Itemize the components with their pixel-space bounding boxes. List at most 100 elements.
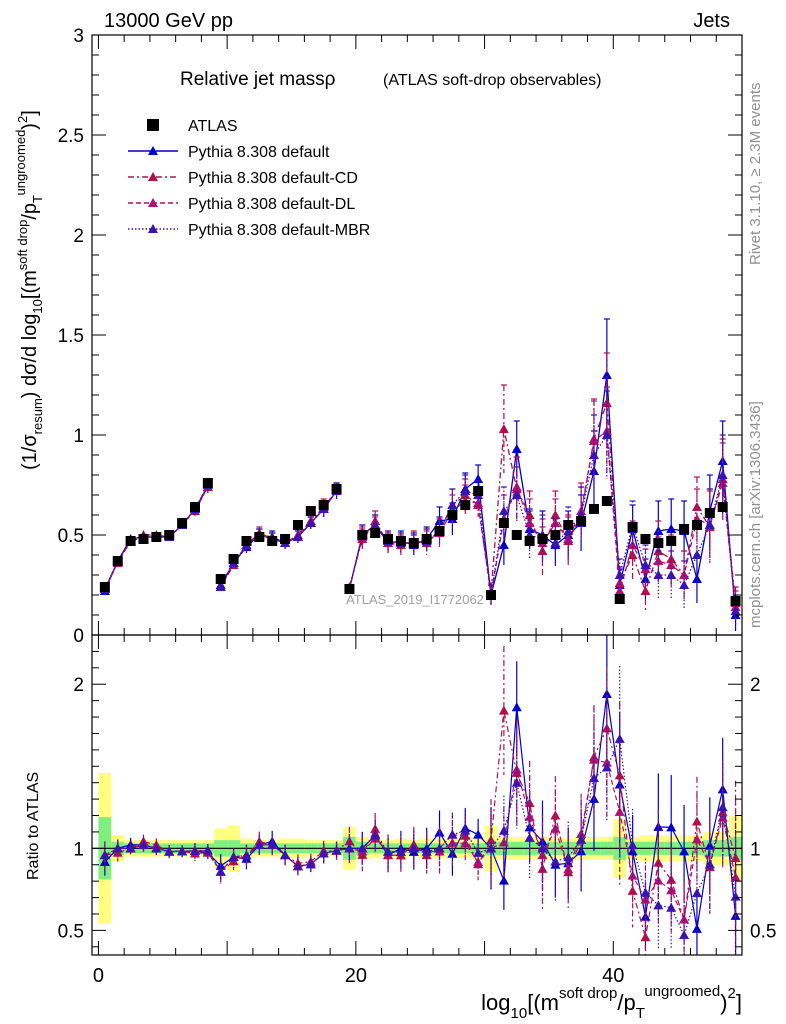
legend-entry-default: Pythia 8.308 default — [128, 144, 330, 161]
data-point-atlas — [576, 516, 587, 526]
y-label-part: resum — [30, 398, 45, 434]
data-point-atlas — [460, 500, 471, 510]
ratio-point-mbr — [138, 839, 149, 849]
ratio-point-default — [691, 923, 702, 933]
ratio-tick-label: 0.5 — [750, 921, 776, 942]
source-label: mcplots.cern.ch [arXiv:1306.3436] — [747, 401, 764, 628]
ratio-point-mbr — [254, 839, 265, 849]
y-label-part: [(m — [19, 270, 41, 299]
ratio-point-mbr — [498, 825, 509, 835]
x-axis-label: log10[(msoft drop/pTungroomed)2] — [481, 983, 742, 1022]
data-point-atlas — [588, 504, 599, 514]
data-point-atlas — [550, 530, 561, 540]
header-category: Jets — [693, 10, 730, 32]
ratio-panel-frame — [91, 634, 743, 956]
ratio-point-dl — [627, 870, 638, 880]
data-point-dl — [511, 482, 522, 491]
legend-marker — [147, 119, 159, 131]
ratio-point-mbr — [511, 777, 522, 787]
ratio-y-axis-label: Ratio to ATLAS — [25, 772, 42, 880]
data-point-mbr — [679, 580, 690, 589]
ratio-line-cd — [104, 710, 737, 938]
data-point-atlas — [164, 530, 175, 540]
ratio-point-mbr — [292, 861, 303, 871]
data-point-mbr — [601, 430, 612, 439]
x-label-part: soft drop — [559, 985, 617, 1002]
series-line-cd — [220, 490, 338, 588]
ratio-line-default — [104, 693, 737, 929]
ratio-point-mbr — [614, 733, 625, 743]
ratio-tick-label: 1 — [750, 839, 761, 860]
ratio-point-mbr — [357, 843, 368, 853]
ratio-point-mbr — [627, 840, 638, 850]
data-point-mbr — [730, 606, 741, 615]
ratio-point-mbr — [151, 843, 162, 853]
data-point-atlas — [370, 528, 381, 538]
data-point-atlas — [498, 518, 509, 528]
ratio-tick-label: 2 — [750, 675, 761, 696]
y-tick-label: 0 — [73, 626, 84, 647]
legend-entry-mbr: Pythia 8.308 default-MBR — [128, 222, 370, 239]
data-point-atlas — [421, 534, 432, 544]
ratio-point-dl — [550, 823, 561, 833]
data-point-atlas — [511, 530, 522, 540]
data-point-atlas — [524, 536, 535, 546]
series-line-cd — [104, 486, 209, 590]
data-point-atlas — [640, 534, 651, 544]
data-point-mbr — [447, 500, 458, 509]
data-point-mbr — [498, 506, 509, 515]
legend-entry-cd: Pythia 8.308 default-CD — [128, 170, 358, 187]
data-point-cd — [550, 510, 561, 519]
data-point-atlas — [241, 536, 252, 546]
ratio-point-dl — [691, 834, 702, 844]
data-point-atlas — [254, 532, 265, 542]
ratio-point-cd — [498, 705, 509, 715]
data-point-atlas — [215, 574, 226, 584]
ratio-point-mbr — [228, 851, 239, 861]
ratio-point-dl — [588, 754, 599, 764]
data-point-mbr — [460, 486, 471, 495]
data-point-atlas — [653, 538, 664, 548]
ratio-point-dl — [666, 885, 677, 895]
data-point-atlas — [395, 536, 406, 546]
legend-marker — [148, 198, 158, 207]
legend-label: Pythia 8.308 default-MBR — [188, 222, 370, 239]
data-point-dl — [666, 560, 677, 569]
ratio-point-cd — [344, 836, 355, 846]
ratio-point-dl — [524, 811, 535, 821]
y-label-part: ungroomed — [13, 130, 28, 196]
x-tick-label: 40 — [602, 965, 624, 987]
data-point-atlas — [717, 502, 728, 512]
legend-label: Pythia 8.308 default-CD — [188, 170, 358, 187]
ratio-point-mbr — [99, 850, 110, 860]
ratio-point-cd — [666, 874, 677, 884]
ratio-point-mbr — [666, 902, 677, 912]
legend-entry-data: ATLAS — [147, 118, 238, 135]
data-point-default — [666, 524, 677, 533]
data-point-atlas — [189, 502, 200, 512]
legend-marker — [148, 146, 158, 155]
series-mbr — [99, 390, 741, 955]
y-tick-label: 1 — [73, 426, 84, 447]
data-point-atlas — [627, 522, 638, 532]
x-label-part: ungroomed — [644, 983, 720, 1000]
ratio-point-mbr — [679, 930, 690, 940]
ratio-point-mbr — [215, 866, 226, 876]
data-point-mbr — [370, 520, 381, 529]
ratio-point-mbr — [408, 843, 419, 853]
ratio-point-mbr — [331, 845, 342, 855]
ratio-point-mbr — [305, 859, 316, 869]
data-point-mbr — [704, 520, 715, 529]
data-point-atlas — [473, 486, 484, 496]
ratio-point-mbr — [640, 887, 651, 897]
data-point-cd — [498, 424, 509, 433]
data-point-atlas — [331, 484, 342, 494]
data-point-atlas — [383, 534, 394, 544]
data-point-atlas — [112, 556, 123, 566]
data-point-dl — [679, 570, 690, 579]
ratio-point-mbr — [537, 843, 548, 853]
data-point-atlas — [202, 478, 213, 488]
data-point-atlas — [679, 524, 690, 534]
data-point-mbr — [550, 538, 561, 547]
